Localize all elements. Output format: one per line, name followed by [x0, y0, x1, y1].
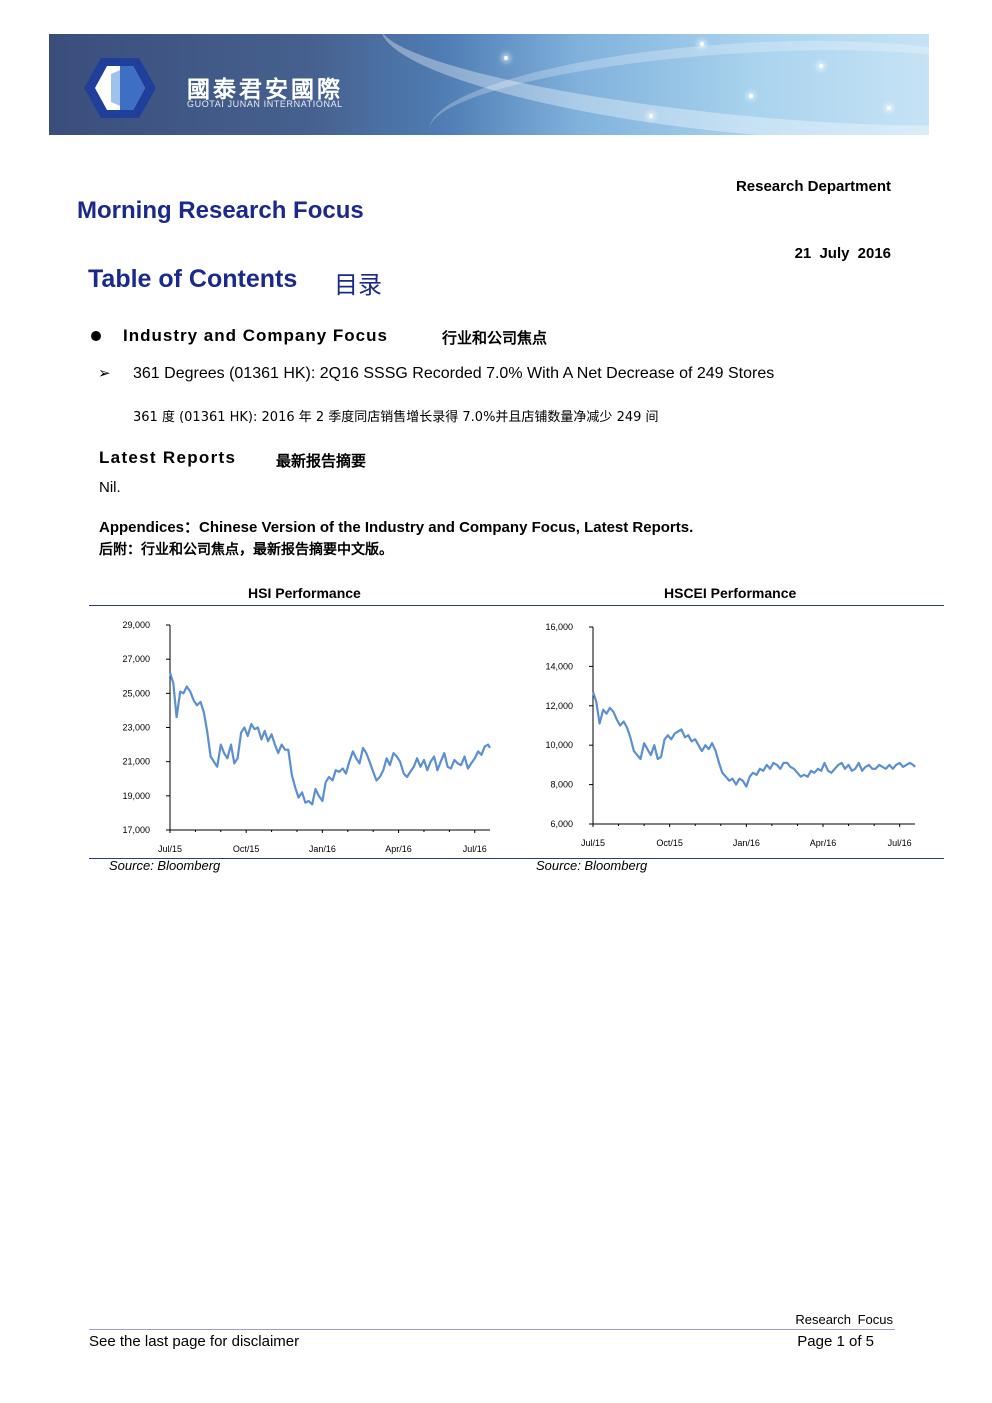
- hscei-source-note: Source: Bloomberg: [536, 858, 648, 873]
- arrow-bullet-icon: ➢: [98, 365, 111, 382]
- appendix-note-chinese: 后附：行业和公司焦点，最新报告摘要中文版。: [99, 542, 393, 558]
- y-tick-label: 21,000: [122, 757, 150, 767]
- y-tick-label: 16,000: [545, 622, 573, 632]
- y-tick-label: 14,000: [545, 661, 573, 671]
- index-series-line: [591, 691, 916, 788]
- bullet-icon: [91, 331, 101, 341]
- x-tick-label: Jan/16: [733, 838, 760, 848]
- banner-sparkle: [887, 106, 891, 110]
- y-tick-label: 12,000: [545, 701, 573, 711]
- y-tick-label: 27,000: [122, 654, 150, 664]
- banner-sparkle: [749, 94, 753, 98]
- chart-bottom-rule: [89, 858, 944, 859]
- hscei-line-chart: 6,000 8,000 10,000 12,000 14,000 16,000 Jul/15…: [545, 622, 916, 848]
- toc-item-chinese: 361 度 (01361 HK): 2016 年 2 季度同店销售增长录得 7.…: [133, 410, 659, 425]
- hscei-chart-title: HSCEI Performance: [664, 585, 797, 601]
- y-tick-label: 25,000: [122, 688, 150, 698]
- company-logo-icon: [84, 58, 156, 118]
- y-tick-label: 6,000: [550, 819, 573, 829]
- latest-reports-heading: Latest Reports: [99, 448, 237, 467]
- section-heading: Industry and Company Focus: [123, 326, 388, 345]
- latest-reports-body: Nil.: [99, 479, 121, 496]
- footer-rule: [89, 1329, 895, 1330]
- banner-sparkle: [819, 64, 823, 68]
- x-tick-label: Jan/16: [309, 844, 336, 854]
- x-tick-label: Apr/16: [810, 838, 837, 848]
- banner-sparkle: [700, 42, 704, 46]
- y-tick-label: 17,000: [122, 825, 150, 835]
- appendix-note: Appendices：Chinese Version of the Indust…: [99, 519, 694, 536]
- latest-reports-heading-chinese: 最新报告摘要: [276, 452, 367, 470]
- toc-item-link[interactable]: 361 Degrees (01361 HK): 2Q16 SSSG Record…: [133, 365, 775, 382]
- hsi-source-note: Source: Bloomberg: [109, 858, 221, 873]
- section-heading-chinese: 行业和公司焦点: [442, 329, 548, 347]
- toc-heading: Table of Contents: [88, 265, 298, 293]
- header-banner: 國泰君安國際 GUOTAI JUNAN INTERNATIONAL: [49, 34, 929, 135]
- department-label: Research Department: [735, 178, 891, 195]
- x-tick-label: Jul/15: [581, 838, 605, 848]
- y-tick-label: 23,000: [122, 723, 150, 733]
- x-tick-label: Jul/15: [158, 844, 182, 854]
- x-tick-label: Jul/16: [888, 838, 912, 848]
- report-title: Morning Research Focus: [77, 197, 364, 224]
- hsi-line-chart: 17,000 19,000 21,000 23,000 25,000 27,000 29,0…: [122, 620, 491, 854]
- y-tick-label: 10,000: [545, 740, 573, 750]
- logo-chinese-name: 國泰君安國際: [187, 77, 343, 103]
- x-tick-label: Jul/16: [463, 844, 487, 854]
- banner-sparkle: [504, 56, 508, 60]
- footer-label: Research Focus: [795, 1312, 893, 1327]
- x-tick-label: Oct/15: [656, 838, 683, 848]
- x-tick-label: Oct/15: [233, 844, 260, 854]
- chart-top-rule: [89, 605, 944, 606]
- toc-heading-chinese: 目录: [334, 271, 382, 299]
- banner-sparkle: [649, 114, 653, 118]
- y-tick-label: 29,000: [122, 620, 150, 630]
- x-tick-label: Apr/16: [385, 844, 412, 854]
- report-date: 21 July 2016: [794, 245, 891, 262]
- y-tick-label: 19,000: [122, 791, 150, 801]
- logo-english-name: GUOTAI JUNAN INTERNATIONAL: [187, 99, 343, 109]
- index-series-line: [168, 672, 491, 806]
- footer-page-number: Page 1 of 5: [797, 1333, 874, 1350]
- footer-disclaimer: See the last page for disclaimer: [89, 1333, 300, 1350]
- hsi-chart-title: HSI Performance: [248, 585, 361, 601]
- y-tick-label: 8,000: [550, 780, 573, 790]
